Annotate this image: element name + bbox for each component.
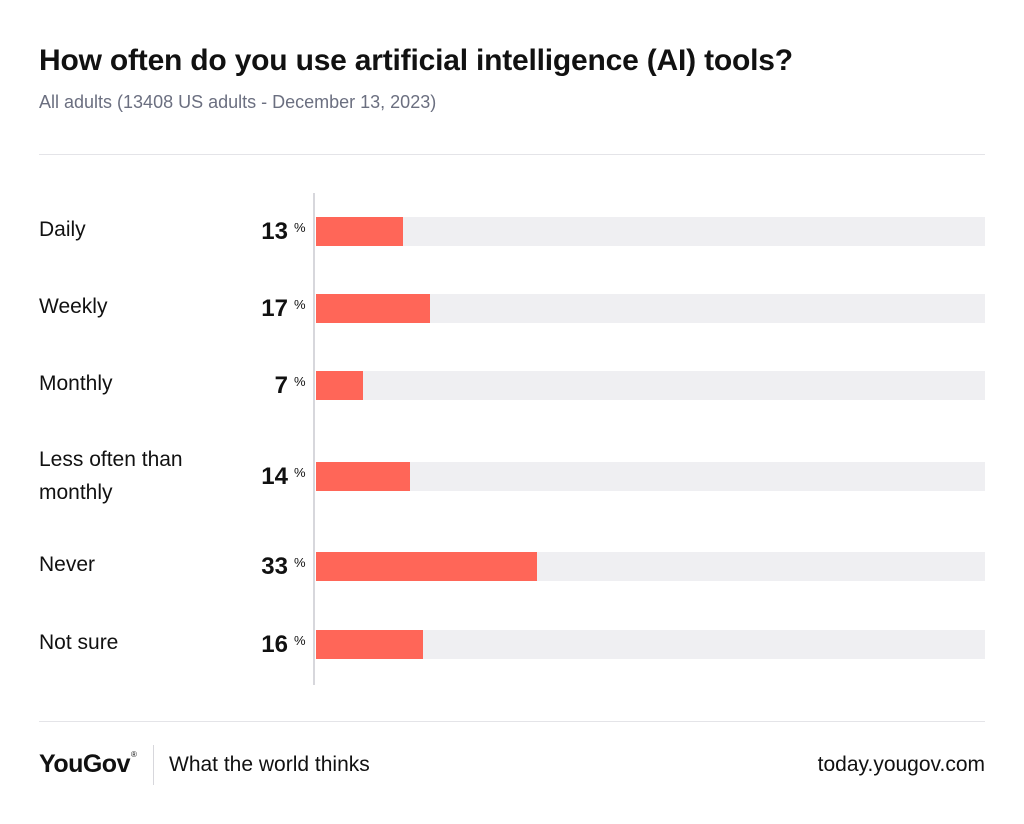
- registered-mark: ®: [130, 750, 137, 759]
- bar: [316, 371, 363, 400]
- bottom-divider: [39, 721, 985, 722]
- top-divider: [39, 154, 985, 155]
- chart-title: How often do you use artificial intellig…: [39, 44, 793, 77]
- percent-sign: %: [294, 633, 306, 648]
- bar-track: [316, 462, 985, 491]
- value-label: 16: [261, 631, 288, 658]
- category-label: Monthly: [39, 372, 113, 395]
- bar: [316, 630, 423, 659]
- bar-track: [316, 630, 985, 659]
- value-label: 14: [261, 463, 288, 490]
- bar-track: [316, 371, 985, 400]
- bar: [316, 217, 403, 246]
- category-label: Less often than monthly: [39, 448, 183, 504]
- percent-sign: %: [294, 374, 306, 389]
- value-label: 17: [261, 295, 288, 322]
- percent-sign: %: [294, 297, 306, 312]
- footer-url-link[interactable]: today.yougov.com: [817, 753, 985, 776]
- bar: [316, 294, 430, 323]
- yougov-logo[interactable]: YouGov®: [39, 750, 137, 778]
- category-label: Daily: [39, 218, 86, 241]
- value-label: 33: [261, 553, 288, 580]
- value-label: 13: [261, 218, 288, 245]
- bar: [316, 462, 410, 491]
- percent-sign: %: [294, 465, 306, 480]
- category-label: Not sure: [39, 631, 119, 654]
- bar-track: [316, 217, 985, 246]
- category-label: Never: [39, 553, 96, 576]
- value-label: 7: [274, 372, 288, 399]
- footer-tagline: What the world thinks: [169, 753, 370, 776]
- axis-line: [313, 193, 315, 685]
- category-label: Weekly: [39, 295, 108, 318]
- chart-subtitle: All adults (13408 US adults - December 1…: [39, 92, 437, 112]
- percent-sign: %: [294, 220, 306, 235]
- percent-sign: %: [294, 555, 306, 570]
- bar: [316, 552, 537, 581]
- footer-separator: [153, 745, 154, 785]
